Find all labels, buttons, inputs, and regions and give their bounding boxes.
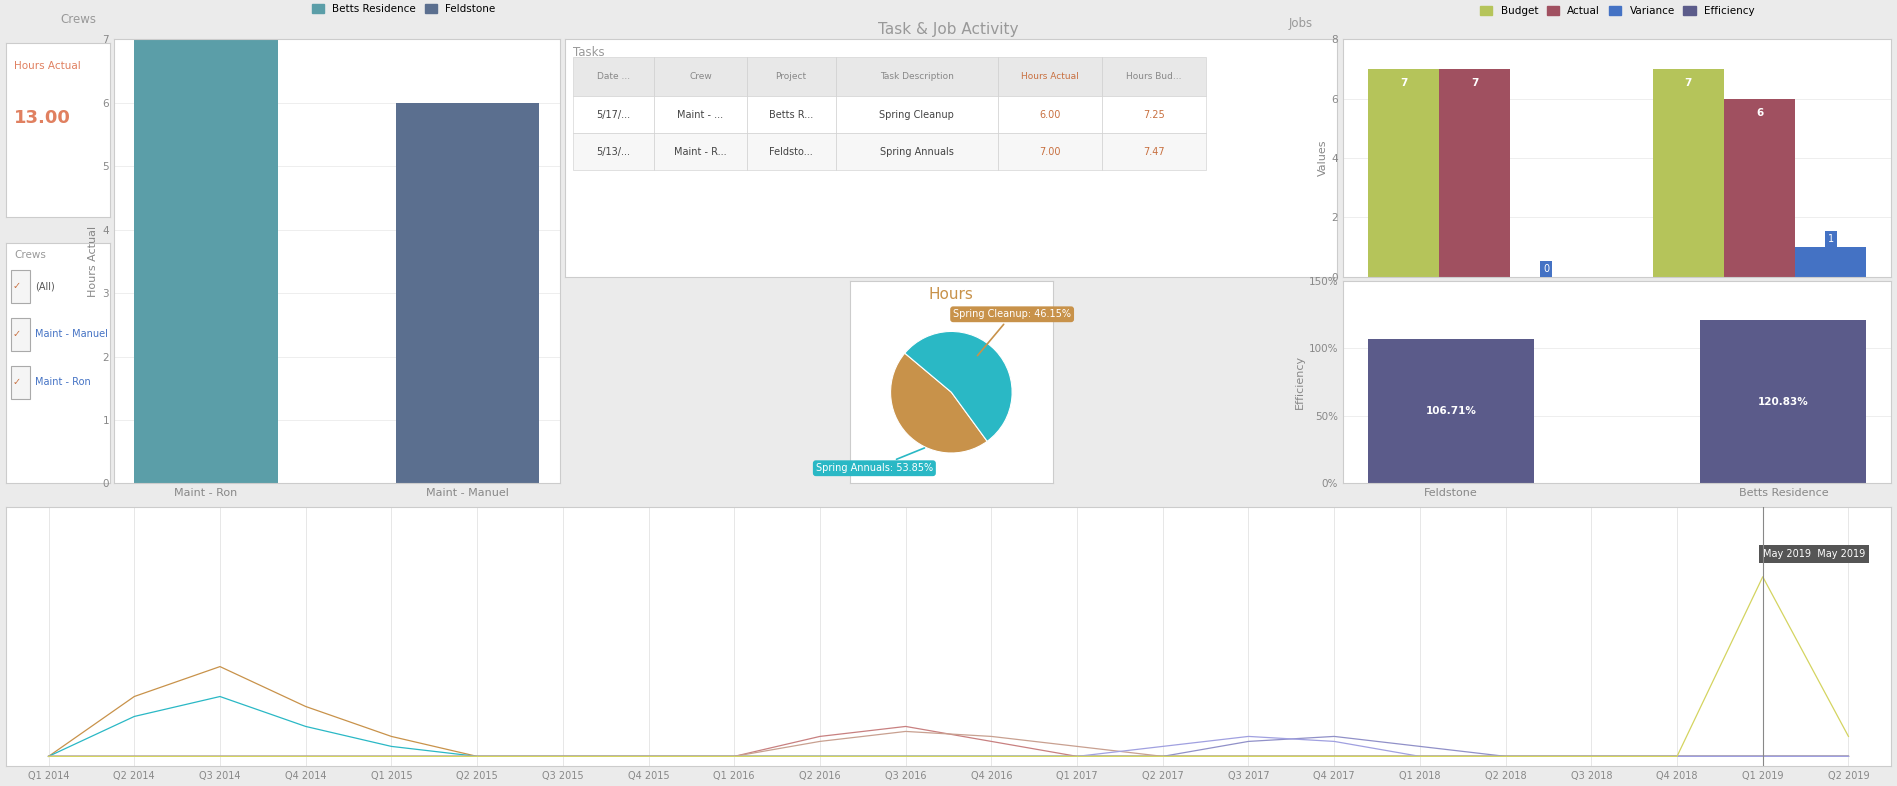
Y-axis label: Efficiency: Efficiency <box>1294 355 1305 410</box>
FancyBboxPatch shape <box>998 57 1102 97</box>
Bar <box>1652 69 1724 277</box>
FancyBboxPatch shape <box>1102 57 1206 97</box>
Text: 7: 7 <box>1400 78 1408 88</box>
Text: Hours: Hours <box>930 287 973 302</box>
Text: 5/13/...: 5/13/... <box>596 146 630 156</box>
Text: Date ...: Date ... <box>598 72 630 81</box>
Text: 6: 6 <box>1757 108 1762 118</box>
Text: 1: 1 <box>1827 234 1834 244</box>
Text: Maint - Ron: Maint - Ron <box>34 377 91 387</box>
Wedge shape <box>905 332 1013 441</box>
Text: Tasks: Tasks <box>573 46 605 60</box>
FancyBboxPatch shape <box>1102 97 1206 133</box>
Text: Feldsto...: Feldsto... <box>770 146 814 156</box>
Wedge shape <box>890 353 986 453</box>
FancyBboxPatch shape <box>835 57 998 97</box>
FancyBboxPatch shape <box>654 57 747 97</box>
FancyBboxPatch shape <box>573 57 654 97</box>
Y-axis label: Hours Actual: Hours Actual <box>87 226 99 297</box>
Text: 0: 0 <box>1542 264 1550 274</box>
Text: Spring Cleanup: Spring Cleanup <box>878 110 954 119</box>
Text: 6.00: 6.00 <box>1040 110 1060 119</box>
Bar <box>1368 340 1535 483</box>
Text: Crews: Crews <box>13 250 46 260</box>
Text: Hours Actual: Hours Actual <box>13 61 82 71</box>
FancyBboxPatch shape <box>654 97 747 133</box>
Text: Task Description: Task Description <box>880 72 954 81</box>
Text: Maint - Manuel: Maint - Manuel <box>34 329 108 340</box>
Text: Maint - R...: Maint - R... <box>673 146 727 156</box>
Bar <box>135 39 277 483</box>
Bar <box>396 103 539 483</box>
FancyBboxPatch shape <box>573 97 654 133</box>
FancyBboxPatch shape <box>747 133 835 170</box>
FancyBboxPatch shape <box>11 270 30 303</box>
Legend: Betts Residence, Feldstone: Betts Residence, Feldstone <box>307 0 499 18</box>
Text: 106.71%: 106.71% <box>1427 406 1476 417</box>
Text: Jobs: Jobs <box>1288 17 1313 30</box>
Text: Hours Actual: Hours Actual <box>1021 72 1079 81</box>
Text: 7.47: 7.47 <box>1144 146 1165 156</box>
Text: 7.25: 7.25 <box>1144 110 1165 119</box>
Text: Hours Bud...: Hours Bud... <box>1127 72 1182 81</box>
Bar <box>1795 247 1867 277</box>
FancyBboxPatch shape <box>998 133 1102 170</box>
Text: Betts R...: Betts R... <box>768 110 814 119</box>
Bar <box>1368 69 1440 277</box>
FancyBboxPatch shape <box>998 97 1102 133</box>
FancyBboxPatch shape <box>573 133 654 170</box>
FancyBboxPatch shape <box>11 365 30 399</box>
FancyBboxPatch shape <box>747 57 835 97</box>
Text: ✓: ✓ <box>13 377 21 387</box>
Text: (All): (All) <box>34 281 55 292</box>
Text: 120.83%: 120.83% <box>1759 397 1808 407</box>
Bar <box>1440 69 1510 277</box>
Legend: Budget, Actual, Variance, Efficiency: Budget, Actual, Variance, Efficiency <box>1476 2 1759 20</box>
Text: 13.00: 13.00 <box>13 109 70 127</box>
Text: Spring Cleanup: 46.15%: Spring Cleanup: 46.15% <box>952 309 1072 355</box>
Y-axis label: Values: Values <box>1317 140 1328 176</box>
FancyBboxPatch shape <box>1102 133 1206 170</box>
Text: Maint - ...: Maint - ... <box>677 110 723 119</box>
FancyBboxPatch shape <box>11 318 30 351</box>
FancyBboxPatch shape <box>835 133 998 170</box>
Bar <box>1700 320 1867 483</box>
Text: May 2019  May 2019: May 2019 May 2019 <box>1762 549 1865 559</box>
FancyBboxPatch shape <box>835 97 998 133</box>
Text: Project: Project <box>776 72 806 81</box>
Text: Crews: Crews <box>61 13 97 26</box>
Text: ✓: ✓ <box>13 329 21 340</box>
Text: 7: 7 <box>1685 78 1692 88</box>
Text: 5/17/...: 5/17/... <box>596 110 630 119</box>
FancyBboxPatch shape <box>747 97 835 133</box>
Text: 7.00: 7.00 <box>1040 146 1060 156</box>
Text: Spring Annuals: 53.85%: Spring Annuals: 53.85% <box>816 448 933 473</box>
FancyBboxPatch shape <box>654 133 747 170</box>
Text: ✓: ✓ <box>13 281 21 292</box>
Text: Spring Annuals: Spring Annuals <box>880 146 954 156</box>
Text: Crew: Crew <box>689 72 711 81</box>
Text: 7: 7 <box>1470 78 1478 88</box>
Bar <box>1724 99 1795 277</box>
Text: Task & Job Activity: Task & Job Activity <box>878 22 1019 37</box>
